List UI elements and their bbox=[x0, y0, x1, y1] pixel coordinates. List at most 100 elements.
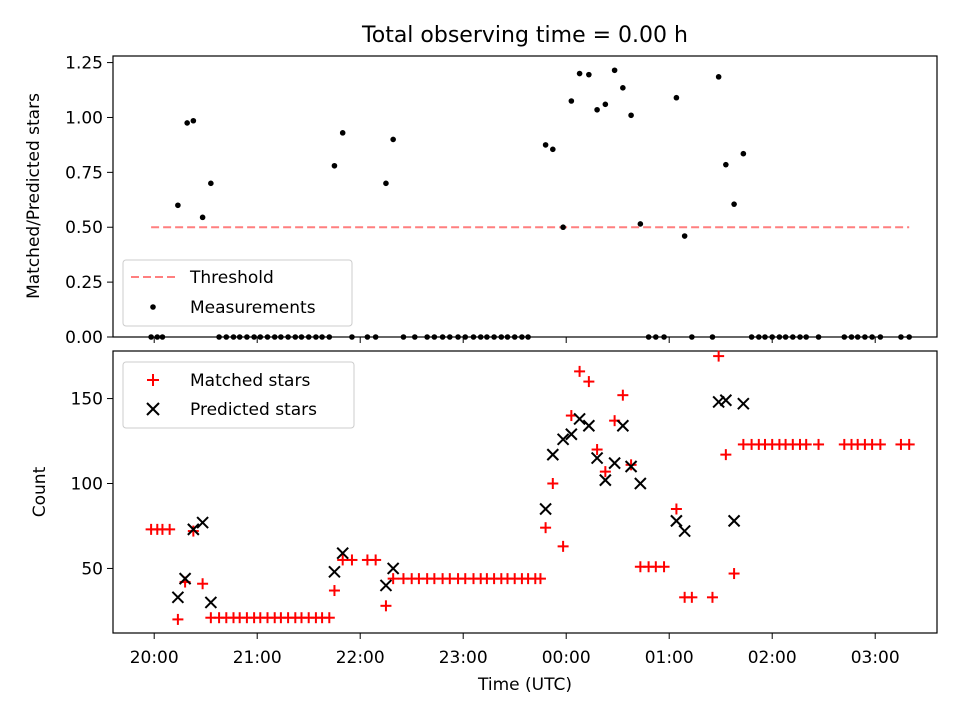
predicted-star-point bbox=[624, 460, 638, 473]
measurement-point bbox=[331, 162, 338, 169]
matched-star-point bbox=[540, 522, 552, 534]
measurement-point bbox=[731, 201, 737, 207]
matched-star-point bbox=[617, 389, 629, 401]
measurement-point bbox=[411, 334, 418, 340]
matched-star-point bbox=[534, 573, 546, 585]
predicted-star-point bbox=[599, 473, 612, 487]
bottom-legend-box bbox=[122, 361, 355, 429]
matched-star-point bbox=[670, 503, 682, 515]
measurement-point bbox=[898, 334, 904, 340]
matched-legend-label: Matched stars bbox=[190, 371, 310, 391]
predicted-star-point bbox=[737, 397, 750, 410]
measurement-point bbox=[611, 67, 618, 74]
measurement-point bbox=[455, 334, 461, 340]
predicted-star-point bbox=[608, 456, 621, 470]
bottom-x-ticks: 20:00 21:00 22:00 23:00 00:00 01:00 02:00 03:00 bbox=[130, 633, 900, 668]
measurement-point bbox=[349, 334, 355, 340]
matched-star-point bbox=[591, 444, 603, 456]
matched-star-point bbox=[337, 554, 349, 566]
measurement-point bbox=[776, 334, 783, 340]
measurement-point bbox=[477, 334, 484, 340]
measurement-point bbox=[400, 334, 407, 340]
measurement-point bbox=[462, 334, 469, 340]
x-tick-label: 22:00 bbox=[336, 648, 385, 668]
threshold-legend-label: Threshold bbox=[189, 268, 274, 288]
measurement-point bbox=[803, 334, 809, 340]
predicted-star-point bbox=[178, 572, 192, 585]
matched-star-point bbox=[658, 561, 670, 573]
measurement-point bbox=[447, 334, 453, 340]
measurement-point bbox=[869, 334, 875, 340]
predicted-star-point bbox=[582, 419, 596, 432]
top-plot-frame bbox=[112, 55, 938, 338]
measurement-point bbox=[790, 334, 796, 340]
measurement-point bbox=[628, 112, 634, 119]
bottom-y-ticks: 50 100 150 bbox=[71, 390, 113, 579]
predicted-star-point bbox=[187, 523, 200, 536]
measurement-point bbox=[653, 334, 659, 340]
bottom-legend: Matched stars Predicted stars bbox=[122, 361, 355, 429]
predicted-star-point bbox=[719, 394, 733, 407]
measurement-point bbox=[519, 334, 525, 340]
measurement-point bbox=[208, 180, 214, 187]
measurement-point bbox=[305, 334, 312, 340]
predicted-star-point bbox=[328, 565, 341, 579]
measurement-point bbox=[278, 334, 284, 340]
predicted-legend-label: Predicted stars bbox=[190, 400, 317, 420]
measurement-point bbox=[709, 334, 716, 340]
measurement-point bbox=[364, 334, 371, 340]
bottom-y-axis-label: Count bbox=[30, 466, 50, 517]
measurement-point bbox=[586, 71, 592, 78]
measurement-point bbox=[313, 334, 319, 340]
measurement-point bbox=[645, 334, 652, 340]
matched-star-point bbox=[172, 613, 184, 625]
measurement-point bbox=[439, 334, 446, 340]
matched-star-point bbox=[387, 573, 399, 585]
matched-star-point bbox=[187, 525, 199, 537]
top-plot-marks bbox=[148, 67, 912, 340]
matched-star-point bbox=[713, 350, 725, 362]
bottom-plot-frame bbox=[112, 350, 938, 634]
predicted-star-point bbox=[379, 579, 393, 592]
measurement-point bbox=[748, 334, 755, 340]
top-panel: Total observing time = 0.00 h 0.000.250.… bbox=[24, 23, 938, 348]
measurement-point bbox=[848, 334, 855, 340]
measurement-point bbox=[298, 334, 305, 340]
top-y-axis-label: Matched/Predicted stars bbox=[24, 93, 44, 299]
measurement-point bbox=[854, 334, 861, 340]
matched-star-point bbox=[720, 449, 732, 461]
measurement-point bbox=[681, 233, 688, 239]
matched-star-point bbox=[625, 459, 637, 471]
measurement-point bbox=[762, 334, 768, 340]
x-tick-label: 03:00 bbox=[851, 648, 900, 668]
matched-star-point bbox=[686, 591, 698, 603]
matched-star-point bbox=[599, 466, 611, 478]
measurements-legend-swatch bbox=[150, 304, 156, 310]
measurement-point bbox=[236, 334, 243, 340]
measurement-point bbox=[560, 224, 566, 231]
predicted-star-point bbox=[336, 546, 349, 560]
measurement-point bbox=[782, 334, 789, 340]
measurement-point bbox=[862, 334, 868, 340]
measurement-point bbox=[223, 334, 230, 340]
measurement-point bbox=[257, 334, 264, 340]
y-tick-label: 100 bbox=[71, 475, 103, 495]
matched-star-point bbox=[574, 365, 586, 377]
predicted-star-point bbox=[196, 516, 209, 529]
predicted-star-point bbox=[565, 428, 578, 441]
measurement-point bbox=[190, 117, 197, 124]
matched-star-point bbox=[557, 540, 569, 552]
predicted-star-point bbox=[616, 419, 630, 432]
measurement-point bbox=[264, 334, 271, 340]
measurement-point bbox=[339, 130, 346, 136]
y-tick-label: 150 bbox=[71, 390, 103, 410]
measurement-point bbox=[797, 334, 803, 340]
measurement-point bbox=[550, 146, 556, 153]
predicted-star-point bbox=[573, 412, 586, 426]
measurement-point bbox=[216, 334, 222, 340]
measurement-point bbox=[877, 334, 884, 340]
measurement-point bbox=[175, 202, 181, 209]
measurement-point bbox=[568, 98, 575, 104]
measurement-point bbox=[491, 334, 497, 340]
predicted-star-point bbox=[727, 514, 741, 528]
